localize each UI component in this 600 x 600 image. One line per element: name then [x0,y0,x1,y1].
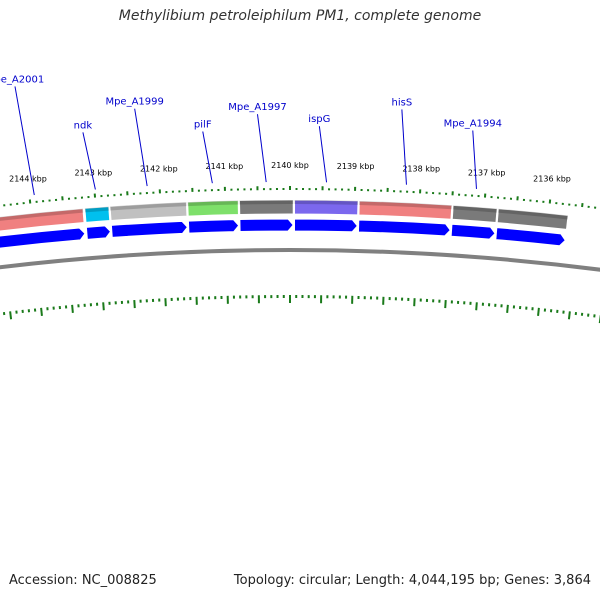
inner-tick-dot [444,299,447,309]
gene-feature-shade [187,200,239,207]
gene-feature-band [84,206,111,223]
gene-label-leader [134,108,148,187]
gene-feature-band [496,208,569,230]
gene-label: Mpe_A1999 [105,97,163,108]
gene-feature-band [187,200,239,217]
gene-feature-shade [359,200,452,210]
gene-feature-shade [84,206,110,213]
gene-label: ndk [74,120,93,131]
cds-arrow [239,218,294,233]
cds-arrow [450,223,496,240]
gene-label: Mpe_A1994 [444,118,502,129]
outer-tick-ring [3,186,597,209]
cds-arrow [187,219,240,234]
cds-arrow [85,225,112,240]
inner-tick-dot [9,311,13,320]
gene-feature-band [451,204,498,224]
kbp-tick-marks: 2144 kbp 2143 kbp 2142 kbp 2141 kbp 2140 kbp… [9,161,571,184]
kbp-tick-label: 2140 kbp [271,161,309,170]
gene-label: Mpe_A1997 [228,102,286,113]
gene-label: ispG [308,114,330,125]
cds-arrow [357,219,451,237]
gene-label-leader [472,130,477,189]
gene-feature-band [358,200,453,220]
gene-feature-shade [239,200,294,205]
cds-arrow [110,220,189,238]
gene-feature-band [109,201,188,221]
kbp-tick-label: 2144 kbp [9,175,47,184]
gene-feature-shade [294,200,359,205]
gene-label-leader [318,126,328,183]
kbp-tick-label: 2139 kbp [337,162,375,171]
kbp-tick-label: 2137 kbp [468,169,506,178]
gene-label-leader [82,132,96,190]
kbp-tick-label: 2141 kbp [206,162,244,171]
kbp-tick-label: 2142 kbp [140,164,178,173]
kbp-tick-label: 2143 kbp [74,169,112,178]
gene-label-leader [202,131,213,184]
map-title: Methylibium petroleiphilum PM1, complete… [118,8,482,24]
inner-tick-dot [537,307,540,316]
inner-tick-dot [567,311,571,320]
gene-feature-band [238,199,294,216]
gene-feature-shade [110,202,187,211]
cds-arrow [293,218,359,233]
gene-feature-band [294,199,359,216]
inner-tick-dot [506,304,509,313]
inner-tick-dot [71,304,74,313]
kbp-tick-label: 2136 kbp [533,175,571,184]
gene-label-leader [256,114,267,183]
cds-arrow [0,227,86,249]
gene-label-leader [14,86,35,196]
cds-arrow-track [0,218,566,249]
inner-tick-dot [102,302,105,311]
gene-feature-shade [498,208,569,220]
gene-label: pilF [194,119,212,130]
gene-label: Mpe_A2001 [0,74,44,85]
inner-tick-dot [475,302,478,311]
inner-tick-dot [133,299,136,309]
gene-feature-band [0,208,85,232]
cds-arrow [495,227,566,247]
inner-tick-dot [40,307,43,316]
gene-label-leader [401,109,407,185]
kbp-tick-label: 2138 kbp [402,164,440,173]
gene-label: hisS [392,97,413,108]
inner-tick-ring [2,295,600,324]
accession-text: Accession: NC_008825 [9,573,157,588]
genome-summary-text: Topology: circular; Length: 4,044,195 bp… [233,573,591,588]
gene-feature-track [0,199,569,232]
gene-feature-shade [0,208,84,221]
backbone-ring [0,248,600,272]
gene-feature-shade [452,205,498,213]
